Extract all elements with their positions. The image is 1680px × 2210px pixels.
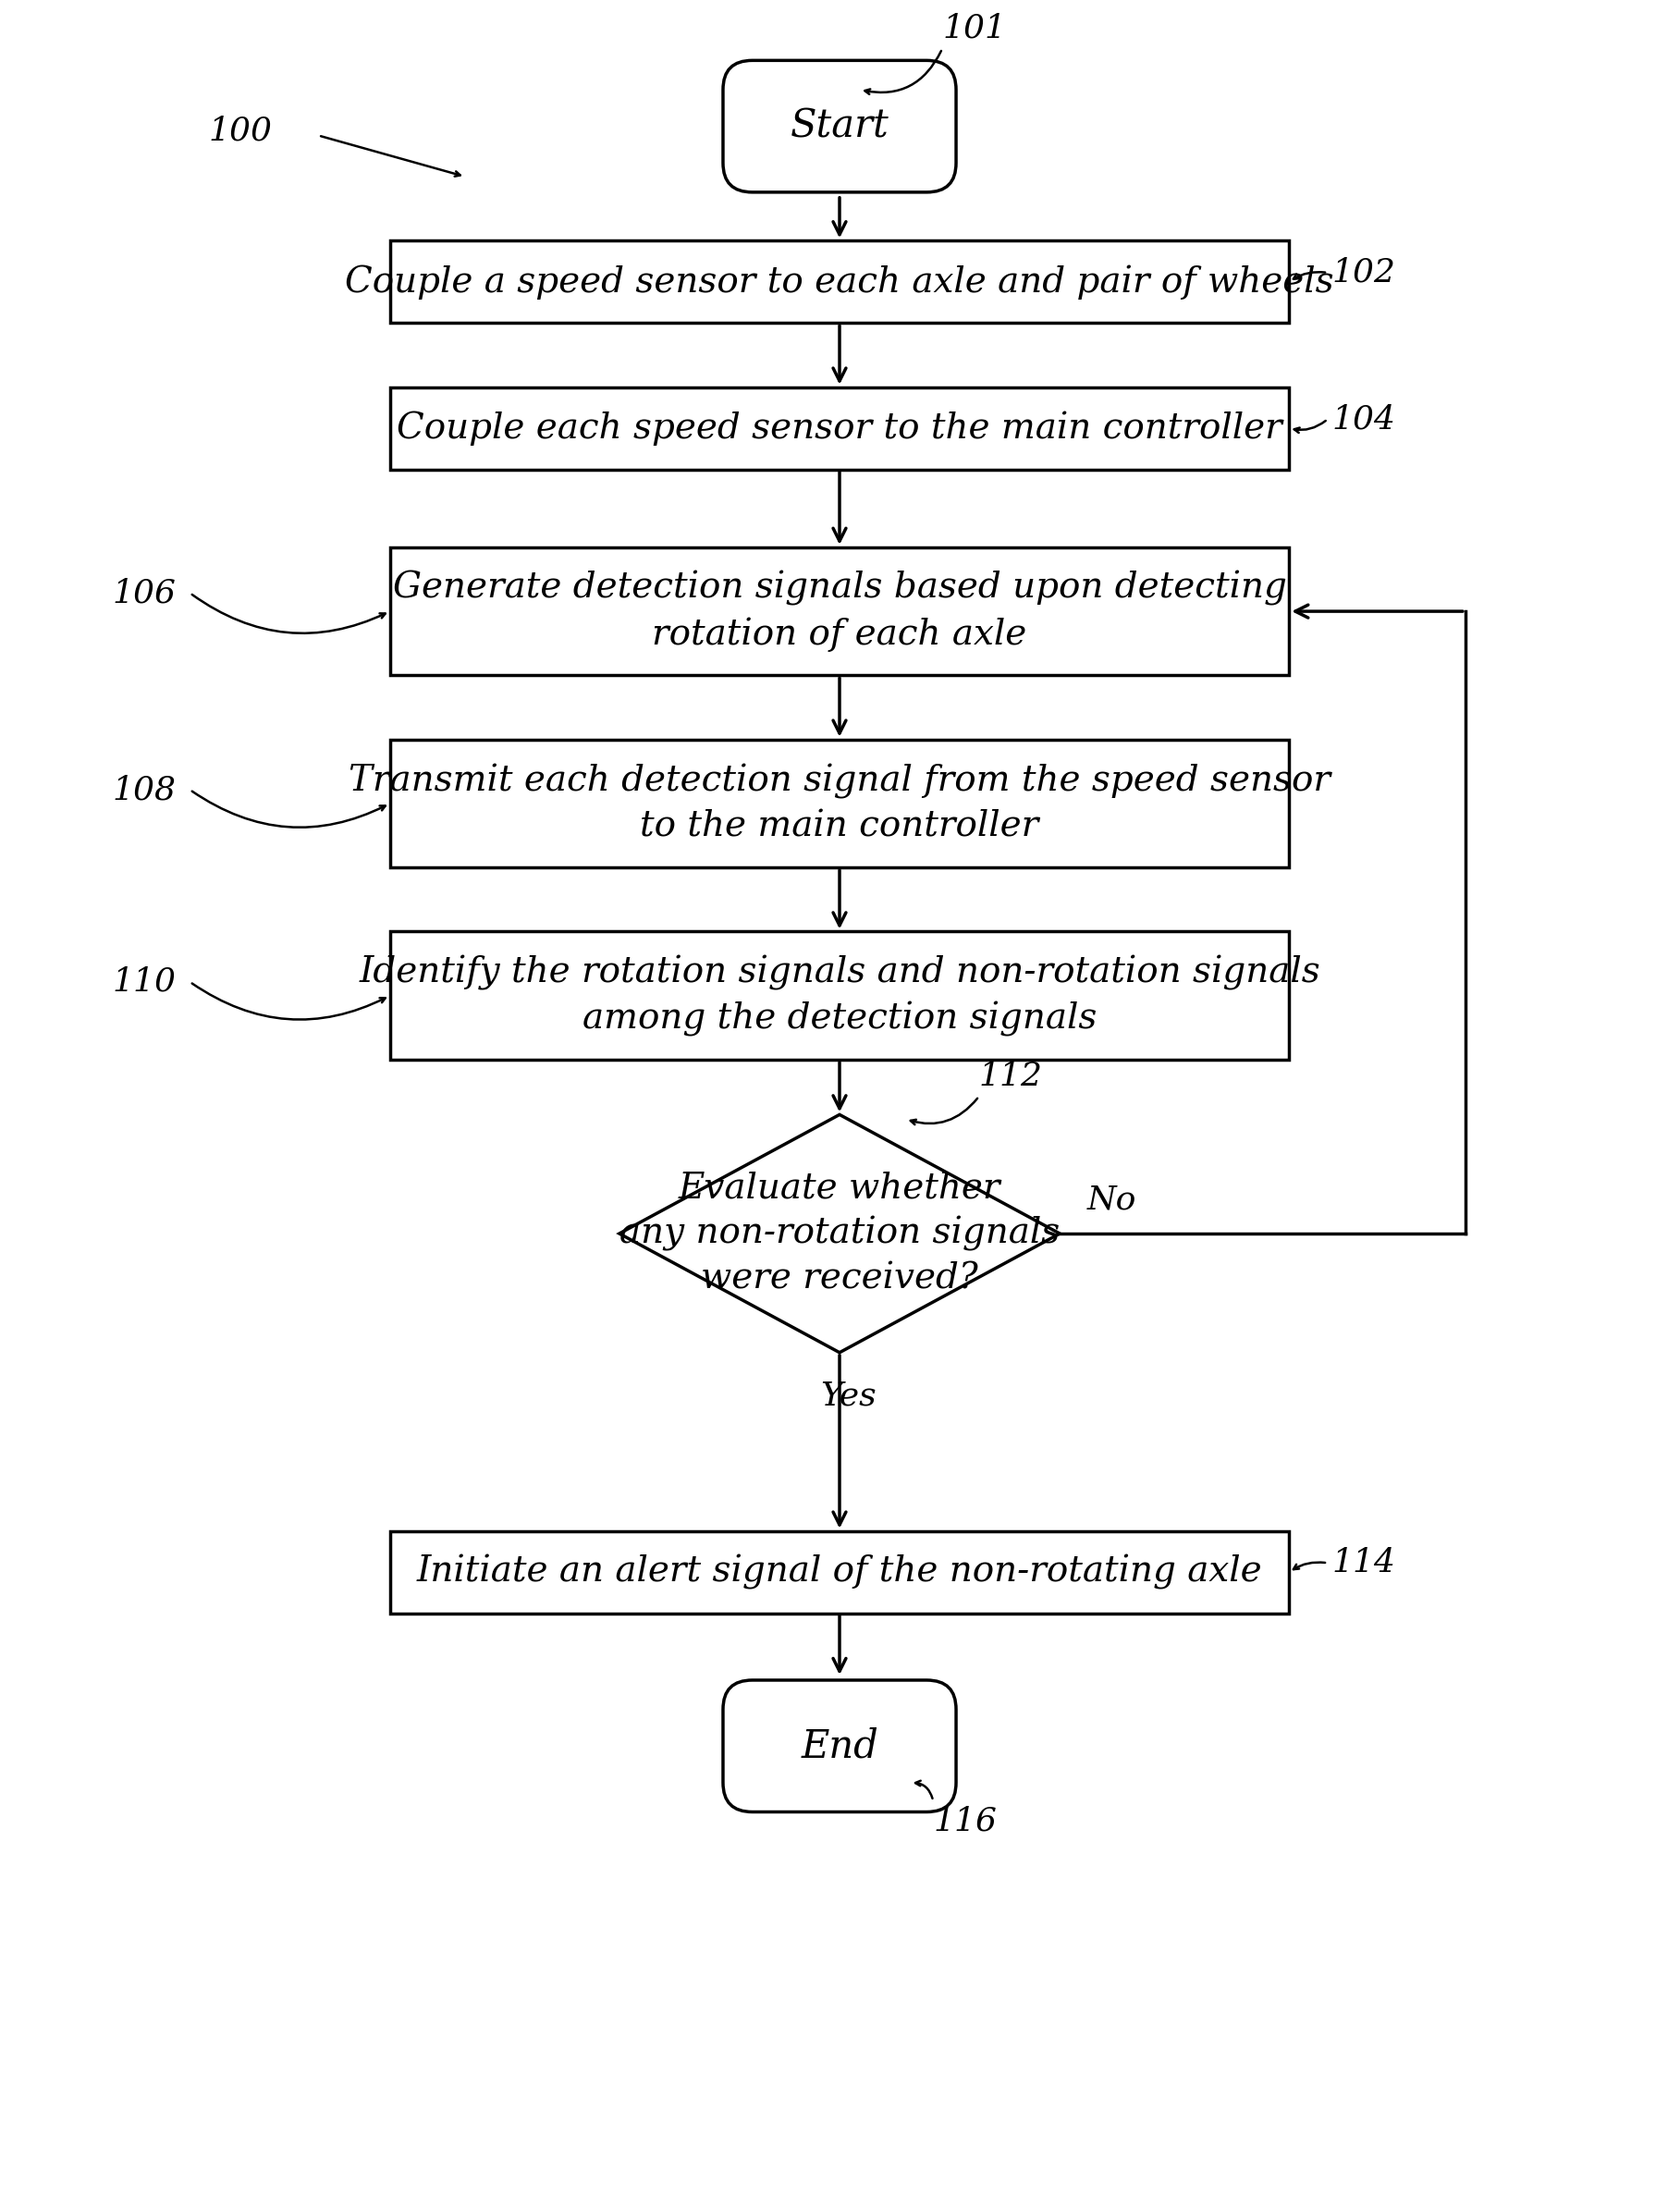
Bar	[390, 548, 1289, 676]
Text: Identify the rotation signals and non-rotation signals
among the detection signa: Identify the rotation signals and non-ro…	[360, 955, 1320, 1036]
Text: Initiate an alert signal of the non-rotating axle: Initiate an alert signal of the non-rota…	[417, 1554, 1262, 1589]
FancyBboxPatch shape	[722, 1680, 956, 1812]
Text: Yes: Yes	[822, 1379, 877, 1412]
Text: 100: 100	[208, 115, 272, 146]
Bar	[390, 740, 1289, 869]
Text: 102: 102	[1332, 256, 1396, 290]
Bar	[390, 933, 1289, 1061]
Text: 106: 106	[113, 577, 176, 608]
Text: Transmit each detection signal from the speed sensor
to the main controller: Transmit each detection signal from the …	[348, 762, 1331, 844]
Bar	[390, 1532, 1289, 1613]
Text: End: End	[801, 1726, 879, 1766]
Text: No: No	[1087, 1185, 1137, 1216]
Text: 114: 114	[1332, 1547, 1396, 1578]
Text: 101: 101	[942, 13, 1006, 44]
Text: Start: Start	[790, 106, 889, 146]
Text: Generate detection signals based upon detecting
rotation of each axle: Generate detection signals based upon de…	[393, 570, 1287, 652]
Text: 112: 112	[979, 1061, 1043, 1092]
Text: 108: 108	[113, 774, 176, 804]
Text: 110: 110	[113, 966, 176, 997]
Bar	[390, 387, 1289, 469]
Text: 116: 116	[932, 1806, 996, 1837]
FancyBboxPatch shape	[722, 60, 956, 192]
Text: Couple a speed sensor to each axle and pair of wheels: Couple a speed sensor to each axle and p…	[344, 265, 1334, 298]
Text: Couple each speed sensor to the main controller: Couple each speed sensor to the main con…	[396, 411, 1282, 446]
Bar	[390, 241, 1289, 323]
Text: 104: 104	[1332, 404, 1396, 435]
Polygon shape	[620, 1114, 1060, 1353]
Text: Evaluate whether
any non-rotation signals
were received?: Evaluate whether any non-rotation signal…	[620, 1171, 1060, 1297]
